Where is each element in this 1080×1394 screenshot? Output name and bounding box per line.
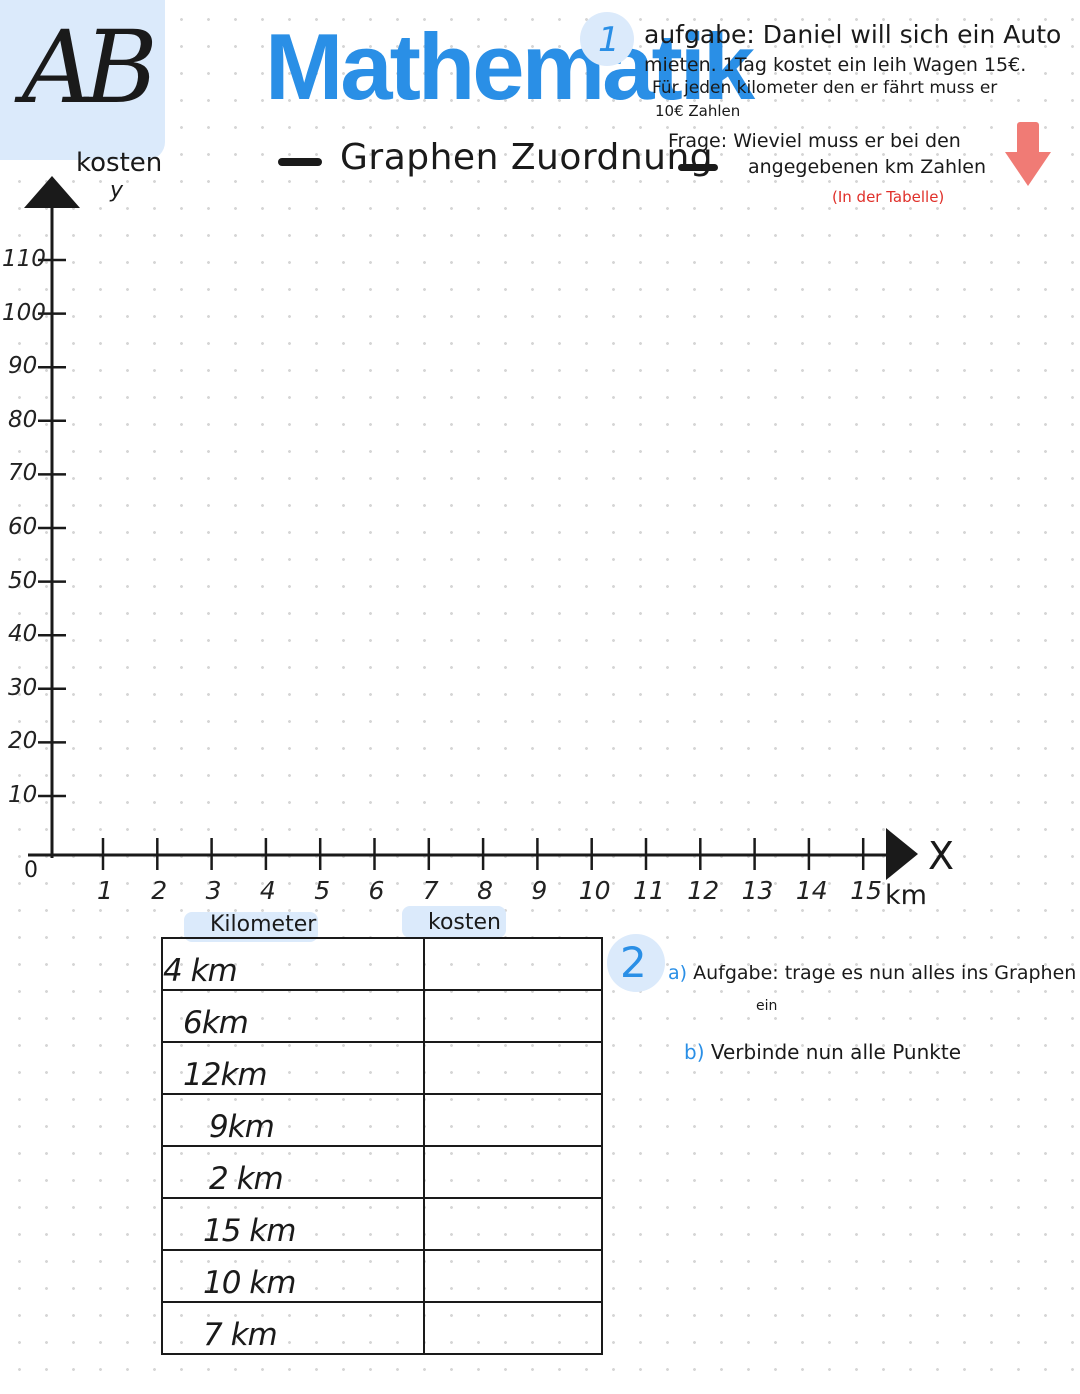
table-row: 9km xyxy=(160,1093,603,1147)
task1-number: 1 xyxy=(598,20,620,60)
km-cell: 6km xyxy=(160,989,426,1043)
task1-line: 10€ Zahlen xyxy=(655,102,741,120)
table-row: 4 km xyxy=(160,937,603,991)
table-row: 15 km xyxy=(160,1197,603,1251)
x-tick-label: 12 xyxy=(687,876,720,905)
x-axis-unit: km xyxy=(885,880,927,911)
cost-cell[interactable] xyxy=(423,1197,603,1251)
task1-note: (In der Tabelle) xyxy=(832,188,945,206)
task1-line: aufgabe: Daniel will sich ein Auto xyxy=(644,20,1062,49)
task1-line: Für jeden kilometer den er fährt muss er xyxy=(652,78,998,98)
task1-question: angegebenen km Zahlen xyxy=(748,156,987,178)
table-header-kilometer: Kilometer xyxy=(210,912,317,937)
table-header-kosten: kosten xyxy=(428,910,501,935)
y-axis-title: kosten xyxy=(76,148,163,178)
x-tick-label: 5 xyxy=(314,876,331,905)
y-axis-letter: y xyxy=(110,178,124,203)
coordinate-graph xyxy=(24,176,918,880)
cost-cell[interactable] xyxy=(423,1301,603,1355)
table-row: 2 km xyxy=(160,1145,603,1199)
cost-cell[interactable] xyxy=(423,989,603,1043)
cost-cell[interactable] xyxy=(423,1249,603,1303)
km-cell: 2 km xyxy=(160,1145,426,1199)
y-tick-label: 60 xyxy=(8,514,38,540)
km-cell: 10 km xyxy=(160,1249,426,1303)
arrow-down-icon xyxy=(1005,122,1051,186)
x-axis-arrow xyxy=(886,828,918,880)
y-tick-label: 90 xyxy=(8,353,38,380)
badge-label: AB xyxy=(22,9,158,126)
table-header-highlight xyxy=(184,912,318,942)
cost-cell[interactable] xyxy=(423,1041,603,1095)
table-row: 10 km xyxy=(160,1249,603,1303)
task2-a-continuation: ein xyxy=(756,998,778,1014)
x-tick-label: 7 xyxy=(422,876,439,905)
y-tick-label: 100 xyxy=(2,299,46,326)
cost-cell[interactable] xyxy=(423,1145,603,1199)
y-axis-arrow xyxy=(24,176,80,208)
x-tick-label: 13 xyxy=(741,876,774,905)
task2-number-circle xyxy=(607,934,665,992)
task1-line: mieten. 1Tag kostet ein leih Wagen 15€. xyxy=(644,54,1027,76)
x-tick-label: 10 xyxy=(578,876,611,905)
value-table: 4 km 6km 12km 9km 2 km 15 km 10 km 7 km xyxy=(160,937,603,1355)
x-tick-label: 3 xyxy=(205,876,222,905)
x-axis-letter: X xyxy=(928,834,955,878)
subtitle-dash-right xyxy=(678,164,718,171)
task2-part-a: a) Aufgabe: trage es nun alles ins Graph… xyxy=(668,962,1076,984)
table-header-highlight xyxy=(402,906,506,938)
y-tick-label: 110 xyxy=(2,246,46,272)
y-tick-label: 80 xyxy=(8,406,38,433)
y-tick-label: 30 xyxy=(8,674,38,701)
table-row: 7 km xyxy=(160,1301,603,1355)
task1-question: Frage: Wieviel muss er bei den xyxy=(668,130,961,152)
page-subtitle: Graphen Zuordnung xyxy=(340,137,714,178)
x-tick-label: 4 xyxy=(259,876,276,905)
x-tick-label: 14 xyxy=(795,876,828,905)
badge-background xyxy=(0,0,165,160)
task2-number: 2 xyxy=(620,938,647,987)
task2-a-marker: a) xyxy=(668,962,688,984)
y-tick-label: 20 xyxy=(8,728,38,755)
km-cell: 7 km xyxy=(160,1301,426,1355)
origin-label: 0 xyxy=(24,858,38,883)
x-tick-label: 6 xyxy=(368,876,385,905)
task2-b-text: Verbinde nun alle Punkte xyxy=(710,1040,962,1064)
cost-cell[interactable] xyxy=(423,1093,603,1147)
table-row: 12km xyxy=(160,1041,603,1095)
x-tick-label: 8 xyxy=(477,876,493,905)
table-row: 6km xyxy=(160,989,603,1043)
x-tick-label: 2 xyxy=(151,876,168,905)
y-tick-label: 10 xyxy=(8,782,38,808)
y-tick-label: 50 xyxy=(8,567,38,594)
km-cell: 12km xyxy=(160,1041,426,1095)
task2-a-text: Aufgabe: trage es nun alles ins Graphen xyxy=(693,962,1077,984)
km-cell: 4 km xyxy=(160,937,426,991)
subtitle-dash xyxy=(278,158,322,166)
task1-number-circle xyxy=(580,12,634,66)
y-tick-label: 40 xyxy=(8,621,38,648)
x-tick-label: 1 xyxy=(97,876,113,905)
km-cell: 9km xyxy=(160,1093,426,1147)
task2-b-marker: b) xyxy=(684,1040,705,1064)
page-title: Mathematik xyxy=(265,14,755,119)
x-tick-label: 15 xyxy=(850,876,882,905)
x-tick-label: 11 xyxy=(633,876,665,905)
km-cell: 15 km xyxy=(160,1197,426,1251)
y-tick-label: 70 xyxy=(8,460,38,487)
x-tick-label: 9 xyxy=(531,876,548,905)
cost-cell[interactable] xyxy=(423,937,603,991)
task2-part-b: b) Verbinde nun alle Punkte xyxy=(684,1040,961,1064)
